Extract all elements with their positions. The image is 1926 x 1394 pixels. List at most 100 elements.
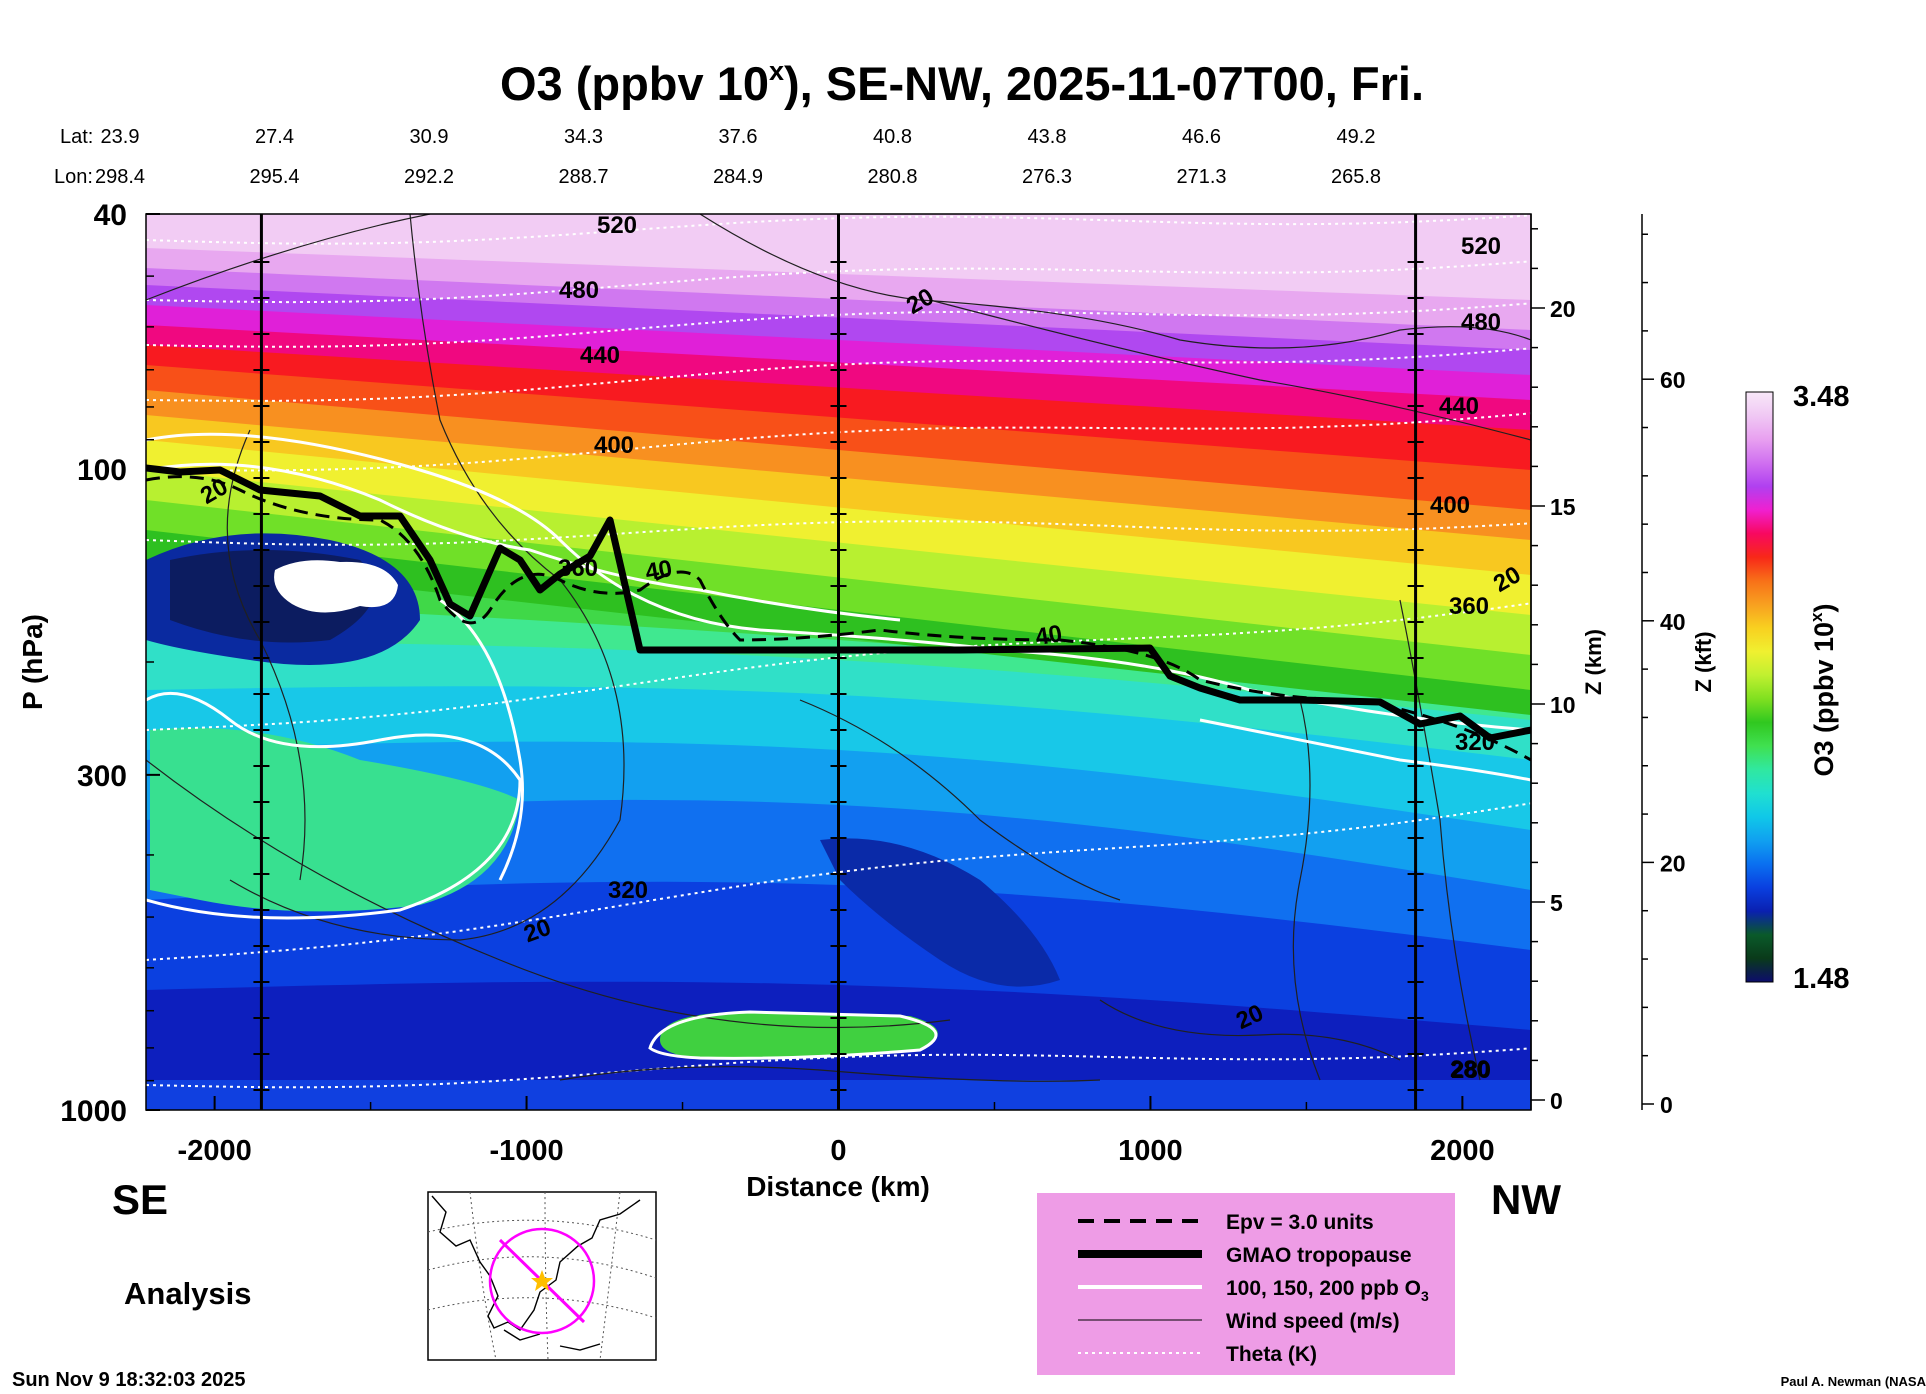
legend-label-text: Wind speed (m/s) [1226,1310,1400,1333]
lon-value: 280.8 [867,166,917,188]
theta-label: 360 [1449,593,1489,620]
dark-blue-region [820,838,1060,987]
theta-label: 480 [559,277,599,304]
y-tick-label: 300 [77,760,127,793]
lat-value: 43.8 [1028,126,1067,148]
map-center-star-icon [531,1270,553,1291]
credit: Paul A. Newman (NASA [1781,1374,1926,1389]
wind-label: 40 [643,555,674,586]
wind-contour [559,1066,1101,1082]
y-axis-title: P (hPa) [17,614,48,710]
legend-background [1037,1193,1455,1375]
y-tick-label: 1000 [60,1095,127,1128]
lon-value: 284.9 [713,166,763,188]
theta-label: 440 [1439,393,1479,420]
z-kft-tick-label: 60 [1660,367,1686,393]
lat-value: 46.6 [1182,126,1221,148]
direction-nw: NW [1491,1176,1561,1223]
lat-value: 49.2 [1337,126,1376,148]
x-axis-title: Distance (km) [746,1171,930,1202]
y-tick-label: 100 [77,454,127,487]
theta-label: 360 [558,555,598,582]
theta-contour [146,602,1531,731]
colorbar-min-label: 1.48 [1793,963,1849,995]
z-km-tick-label: 0 [1550,1088,1563,1114]
x-tick-label: -2000 [178,1135,252,1167]
lon-value: 271.3 [1176,166,1226,188]
legend-label: Theta (K) [1226,1343,1317,1366]
analysis-label: Analysis [124,1276,252,1311]
legend-label: GMAO tropopause [1226,1244,1412,1267]
ozone-white-contour [1199,718,1531,782]
lon-value: 288.7 [558,166,608,188]
wind-contour [229,214,625,941]
colorbar-max-label: 3.48 [1793,381,1849,413]
wind-contour [1099,999,1401,1061]
tropopause-line [146,464,1531,742]
legend-label: 100, 150, 200 ppb O3 [1226,1277,1429,1304]
wind-label: 40 [1033,620,1064,651]
z-km-tick-label: 10 [1550,692,1576,718]
lat-value: 27.4 [255,126,294,148]
z-kft-tick-label: 20 [1660,850,1686,876]
ozone-features [146,533,1060,1059]
lat-value: 37.6 [719,126,758,148]
contour-labels: 5204804404003603202805204804404003603202… [196,212,1526,1084]
tropopause-polyline [146,464,1531,742]
z-kft-tick-label: 40 [1660,609,1686,635]
lon-value: 276.3 [1022,166,1072,188]
legend-label: Epv = 3.0 units [1226,1211,1374,1234]
epv-contour [146,475,1531,762]
z-km-axis: 20 15 10 5 0 [1530,214,1576,1114]
white-anomaly [274,560,398,613]
lat-value: 23.9 [101,126,140,148]
legend-label: Wind speed (m/s) [1226,1310,1400,1333]
theta-label: 480 [1461,309,1501,336]
lat-value: 34.3 [564,126,603,148]
colorbar [1745,391,1774,983]
ozone-white-contour [146,691,522,920]
direction-se: SE [112,1176,168,1223]
legend-label-subscript: 3 [1421,1288,1429,1304]
legend-label-text: Theta (K) [1226,1343,1317,1366]
x-tick-label: 2000 [1430,1135,1495,1167]
legend: Epv = 3.0 units GMAO tropopause 100, 150, … [1037,1193,1455,1375]
x-tick-label: -1000 [489,1135,563,1167]
map-range-circle [488,1227,596,1335]
wind-contour [1292,699,1321,1081]
wind-contour [146,759,951,1029]
theta-label: 440 [580,342,620,369]
theta-label: 320 [608,877,648,904]
ozone-white-contour [439,598,524,881]
epv-line [146,475,1531,762]
theta-contour [146,802,1531,961]
z-kft-axis: 60 40 20 0 [1641,214,1686,1118]
wind-contour [699,214,1531,349]
low-level-ozone-blob [660,1011,938,1059]
z-km-title: Z (km) [1581,629,1606,695]
chart-title: O3 (ppbv 10x), SE-NW, 2025-11-07T00, Fri… [500,56,1424,110]
y-axis: 40 100 300 1000 [60,199,160,1128]
lat-value: 30.9 [410,126,449,148]
location-map [427,1191,657,1361]
theta-label: 400 [594,432,634,459]
z-kft-tick-label: 0 [1660,1092,1673,1118]
z-km-tick-label: 20 [1550,296,1576,322]
x-tick-label: 0 [830,1135,846,1167]
lat-value: 40.8 [873,126,912,148]
lat-label: Lat: [60,126,93,148]
lon-label: Lon: [54,166,93,188]
wind-contour [146,214,431,301]
x-tick-label: 1000 [1118,1135,1183,1167]
timestamp: Sun Nov 9 18:32:03 2025 [12,1369,245,1391]
theta-label: 400 [1430,492,1470,519]
lon-value: 292.2 [404,166,454,188]
y-tick-label: 40 [94,199,127,232]
vertical-markers [253,214,1424,1110]
colorbar-title: O3 (ppbv 10x) [1807,603,1839,776]
lon-value: 298.4 [95,166,145,188]
legend-label-text: 100, 150, 200 ppb O [1226,1277,1421,1300]
ozone-white-contour [648,1010,938,1060]
ozone-white-contour [146,462,901,622]
